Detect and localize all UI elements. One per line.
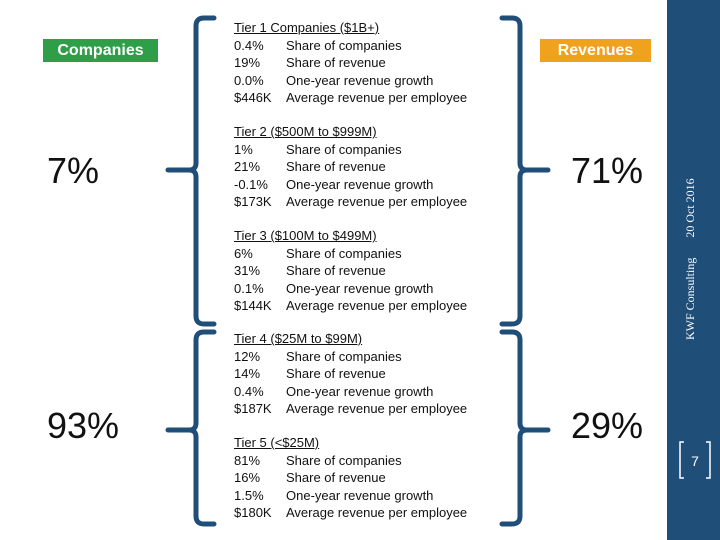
tier-row: $144K Average revenue per employee xyxy=(234,297,494,314)
tier-4-block: Tier 4 ($25M to $99M) 12% Share of compan… xyxy=(234,330,494,417)
tier-1-block: Tier 1 Companies ($1B+) 0.4% Share of com… xyxy=(234,19,494,106)
tier-desc: Share of revenue xyxy=(286,366,386,382)
tier-row: -0.1% One-year revenue growth xyxy=(234,176,494,193)
revenues-label: Revenues xyxy=(540,39,651,62)
right-brace-bottom xyxy=(499,329,551,527)
left-brace-top xyxy=(165,15,217,327)
companies-pct-bottom: 93% xyxy=(47,405,120,446)
tier-row: $446K Average revenue per employee xyxy=(234,89,494,106)
tier-value: 81% xyxy=(234,453,261,468)
tier-5-title: Tier 5 (<$25M) xyxy=(234,435,320,450)
tier-desc: Average revenue per employee xyxy=(286,400,468,416)
tier-desc: Average revenue per employee xyxy=(286,297,468,313)
tier-desc: Average revenue per employee xyxy=(286,89,468,105)
tier-row: 81% Share of companies xyxy=(234,452,494,469)
tier-value: $180K xyxy=(234,504,272,520)
tier-row: 1.5% One-year revenue growth xyxy=(234,487,494,504)
tier-row: 0.4% Share of companies xyxy=(234,37,494,54)
tier-value: $187K xyxy=(234,400,272,416)
revenues-pct-top: 71% xyxy=(571,150,644,191)
sidebar xyxy=(667,0,720,540)
tier-value: 1% xyxy=(234,142,253,157)
tier-row: 14% Share of revenue xyxy=(234,365,494,382)
tier-2-block: Tier 2 ($500M to $999M) 1% Share of compa… xyxy=(234,123,494,210)
tier-value: 0.4% xyxy=(234,38,264,53)
tier-row: 21% Share of revenue xyxy=(234,158,494,175)
tier-row: 0.4% One-year revenue growth xyxy=(234,383,494,400)
tier-value: 0.0% xyxy=(234,72,264,88)
tier-value: 31% xyxy=(234,263,261,279)
tier-desc: Share of companies xyxy=(286,142,402,157)
tier-value: 14% xyxy=(234,366,261,382)
tier-desc: Share of revenue xyxy=(286,55,386,71)
tier-desc: One-year revenue growth xyxy=(286,72,434,88)
tier-value: 0.4% xyxy=(234,383,264,399)
tier-desc: One-year revenue growth xyxy=(286,176,434,192)
tier-value: $446K xyxy=(234,89,272,105)
tier-row: 6% Share of companies xyxy=(234,245,494,262)
tier-desc: Average revenue per employee xyxy=(286,504,468,520)
tier-desc: Share of companies xyxy=(286,349,402,364)
tier-desc: One-year revenue growth xyxy=(286,487,434,503)
tier-desc: Share of companies xyxy=(286,246,402,261)
tier-3-block: Tier 3 ($100M to $499M) 6% Share of compa… xyxy=(234,227,494,314)
tier-row: $173K Average revenue per employee xyxy=(234,193,494,210)
tier-desc: Share of companies xyxy=(286,38,402,53)
tier-row: 0.0% One-year revenue growth xyxy=(234,72,494,89)
tier-row: 0.1% One-year revenue growth xyxy=(234,280,494,297)
left-brace-bottom xyxy=(165,329,217,527)
tier-value: 12% xyxy=(234,349,261,364)
revenues-pct-bottom: 29% xyxy=(571,405,644,446)
tier-value: -0.1% xyxy=(234,176,268,192)
tier-4-title: Tier 4 ($25M to $99M) xyxy=(234,331,363,346)
companies-pct-top: 7% xyxy=(47,150,100,191)
tier-value: 19% xyxy=(234,55,261,71)
tier-1-title: Tier 1 Companies ($1B+) xyxy=(234,20,380,35)
tier-value: 0.1% xyxy=(234,280,264,296)
tier-row: 1% Share of companies xyxy=(234,141,494,158)
tier-desc: Share of revenue xyxy=(286,470,386,486)
tier-row: 16% Share of revenue xyxy=(234,469,494,486)
tier-2-title: Tier 2 ($500M to $999M) xyxy=(234,124,377,139)
tier-value: 1.5% xyxy=(234,487,264,503)
tier-value: 21% xyxy=(234,159,261,175)
right-brace-top xyxy=(499,15,551,327)
tier-row: $187K Average revenue per employee xyxy=(234,400,494,417)
tier-row: $180K Average revenue per employee xyxy=(234,504,494,521)
tier-desc: Average revenue per employee xyxy=(286,193,468,209)
tier-3-title: Tier 3 ($100M to $499M) xyxy=(234,228,377,243)
tier-desc: Share of companies xyxy=(286,453,402,468)
tier-desc: Share of revenue xyxy=(286,159,386,175)
tier-row: 31% Share of revenue xyxy=(234,262,494,279)
tier-5-block: Tier 5 (<$25M) 81% Share of companies 16%… xyxy=(234,434,494,521)
page-number: 7 xyxy=(691,453,699,469)
tier-value: 16% xyxy=(234,470,261,486)
tier-desc: Share of revenue xyxy=(286,263,386,279)
tier-value: $173K xyxy=(234,193,272,209)
tier-value: 6% xyxy=(234,246,253,261)
tier-row: 19% Share of revenue xyxy=(234,54,494,71)
tier-desc: One-year revenue growth xyxy=(286,383,434,399)
tier-value: $144K xyxy=(234,297,272,313)
tier-row: 12% Share of companies xyxy=(234,348,494,365)
companies-label: Companies xyxy=(43,39,158,62)
tier-desc: One-year revenue growth xyxy=(286,280,434,296)
